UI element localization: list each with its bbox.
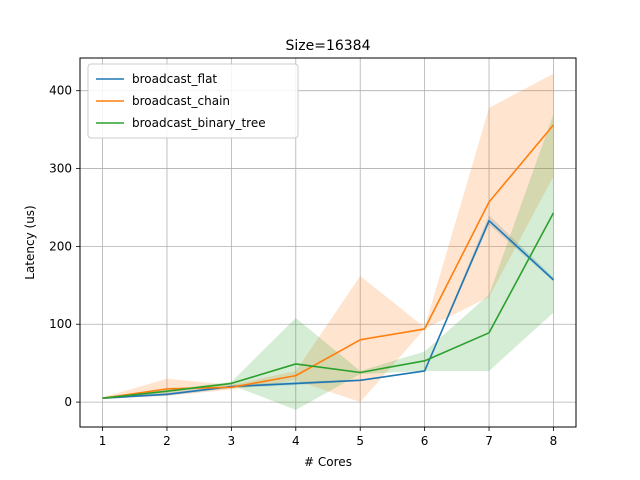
confidence-bands xyxy=(102,73,554,410)
x-tick-label: 5 xyxy=(356,434,364,448)
x-tick-label: 2 xyxy=(163,434,171,448)
x-tick-label: 6 xyxy=(421,434,429,448)
y-tick-label: 0 xyxy=(64,395,72,409)
legend-box xyxy=(87,63,299,139)
y-tick-label: 200 xyxy=(49,239,72,253)
series-line-broadcast_flat xyxy=(102,219,554,399)
legend: broadcast_flat broadcast_chain broadcast_b… xyxy=(87,63,299,139)
chart-title: Size=16384 xyxy=(285,38,370,54)
x-tick-label: 8 xyxy=(550,434,558,448)
x-tick-label: 3 xyxy=(228,434,236,448)
confidence-band-broadcast_binary_tree xyxy=(102,114,554,410)
legend-label-broadcast_chain: broadcast_chain xyxy=(132,94,230,108)
legend-label-broadcast_binary_tree: broadcast_binary_tree xyxy=(132,116,266,130)
y-tick-label: 400 xyxy=(49,84,72,98)
confidence-band-broadcast_chain xyxy=(102,73,554,403)
y-tick-label: 100 xyxy=(49,317,72,331)
y-axis-label: Latency (us) xyxy=(23,205,37,279)
series-lines xyxy=(102,124,555,399)
x-tick-label: 7 xyxy=(485,434,493,448)
x-axis-label: # Cores xyxy=(304,455,352,469)
x-tick-label: 1 xyxy=(99,434,107,448)
legend-label-broadcast_flat: broadcast_flat xyxy=(132,72,217,86)
plot-area-frame xyxy=(79,57,577,428)
series-line-broadcast_binary_tree xyxy=(102,212,555,399)
axis-ticks: 1 2 3 4 5 6 7 8 0 100 200 300 400 xyxy=(49,84,557,448)
x-tick-label: 4 xyxy=(292,434,300,448)
y-tick-label: 300 xyxy=(49,162,72,176)
series-line-broadcast_chain xyxy=(102,124,555,399)
